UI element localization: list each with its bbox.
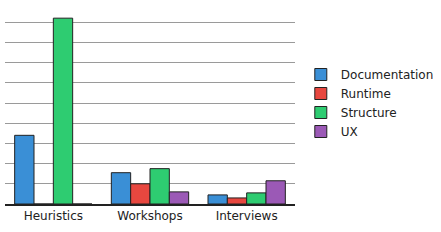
svg-text:Documentation: Documentation (341, 68, 434, 82)
svg-text:Structure: Structure (341, 106, 397, 120)
svg-text:Runtime: Runtime (341, 87, 391, 101)
svg-text:Heuristics: Heuristics (24, 209, 83, 223)
svg-text:UX: UX (341, 125, 358, 139)
svg-text:Interviews: Interviews (216, 209, 278, 223)
svg-text:Workshops: Workshops (117, 209, 182, 223)
